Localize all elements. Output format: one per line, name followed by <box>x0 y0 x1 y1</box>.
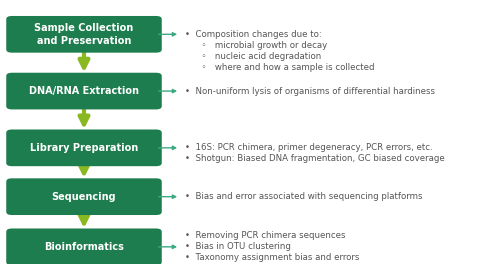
Text: ◦   where and how a sample is collected: ◦ where and how a sample is collected <box>185 63 374 72</box>
FancyBboxPatch shape <box>6 129 162 166</box>
Text: •  Removing PCR chimera sequences: • Removing PCR chimera sequences <box>185 231 345 240</box>
Text: Library Preparation: Library Preparation <box>30 143 138 153</box>
FancyBboxPatch shape <box>6 228 162 264</box>
Text: DNA/RNA Extraction: DNA/RNA Extraction <box>29 86 139 96</box>
Text: •  16S: PCR chimera, primer degeneracy, PCR errors, etc.: • 16S: PCR chimera, primer degeneracy, P… <box>185 143 432 152</box>
Text: •  Bias and error associated with sequencing platforms: • Bias and error associated with sequenc… <box>185 192 422 201</box>
Text: Sequencing: Sequencing <box>52 192 116 202</box>
Text: ◦   microbial growth or decay: ◦ microbial growth or decay <box>185 41 327 50</box>
Text: •  Shotgun: Biased DNA fragmentation, GC biased coverage: • Shotgun: Biased DNA fragmentation, GC … <box>185 154 444 163</box>
Text: •  Composition changes due to:: • Composition changes due to: <box>185 30 322 39</box>
Text: •  Non-uniform lysis of organisms of differential hardiness: • Non-uniform lysis of organisms of diff… <box>185 87 435 96</box>
FancyBboxPatch shape <box>6 178 162 215</box>
Text: Sample Collection
and Preservation: Sample Collection and Preservation <box>35 23 133 46</box>
Text: •  Bias in OTU clustering: • Bias in OTU clustering <box>185 242 291 251</box>
Text: Bioinformatics: Bioinformatics <box>44 242 124 252</box>
FancyBboxPatch shape <box>6 16 162 53</box>
Text: •  Taxonomy assignment bias and errors: • Taxonomy assignment bias and errors <box>185 253 359 262</box>
FancyBboxPatch shape <box>6 73 162 109</box>
Text: ◦   nucleic acid degradation: ◦ nucleic acid degradation <box>185 52 321 61</box>
